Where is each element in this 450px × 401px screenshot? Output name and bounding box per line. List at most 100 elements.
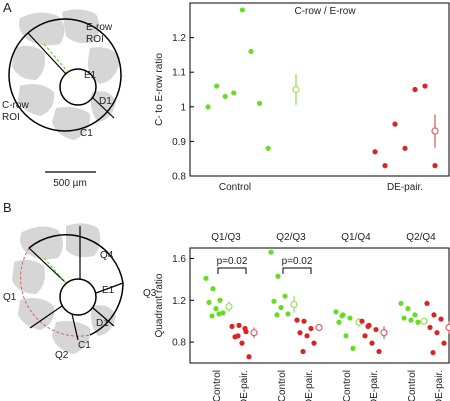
data-point (431, 312, 437, 318)
x-tick-label: DE-pair. (369, 370, 380, 401)
mean-marker (225, 302, 233, 311)
region-label: Q3 (143, 288, 157, 299)
diagram-a: E-row ROI C-row ROI E1 D1 C1 500 µm (2, 9, 122, 189)
data-point (213, 306, 219, 312)
data-point (405, 306, 411, 312)
data-point (206, 299, 212, 305)
mean-marker (292, 85, 300, 94)
data-point (236, 322, 242, 328)
data-point (365, 323, 371, 330)
x-tick-label: Control (342, 370, 353, 401)
y-tick-label: 1.1 (172, 68, 186, 79)
annotation: p=0.02 (282, 256, 313, 267)
data-point (235, 333, 241, 339)
roi-label: C-row (2, 100, 29, 111)
region-label: Q4 (100, 250, 114, 261)
mean-marker (250, 329, 258, 337)
x-tick-label: Control (277, 370, 288, 401)
x-tick-label: DE-pair. (239, 370, 250, 401)
x-tick-label: DE-pair. (387, 182, 423, 193)
y-axis-label: C- to E-row ratio (154, 53, 165, 126)
y-tick-label: 1.6 (172, 254, 186, 265)
data-point (422, 83, 428, 89)
region-label: D1 (96, 318, 109, 329)
data-point (432, 163, 438, 169)
data-point (246, 354, 252, 360)
data-point (398, 300, 404, 307)
mean-marker (315, 323, 323, 332)
data-point (265, 145, 271, 151)
data-point (282, 293, 288, 299)
x-tick-label: DE-pair. (304, 370, 315, 401)
data-point (217, 297, 223, 303)
data-point (441, 340, 447, 346)
data-point (248, 48, 254, 55)
y-tick-label: 0.8 (172, 338, 186, 349)
panel-label: B (3, 200, 12, 215)
region-label: C1 (80, 128, 93, 139)
data-point (369, 340, 375, 346)
data-point (285, 311, 291, 317)
data-point (268, 249, 274, 255)
data-point (300, 348, 306, 355)
data-point (415, 319, 421, 325)
data-point (229, 323, 235, 330)
data-point (239, 340, 245, 346)
panel-label: A (3, 0, 12, 15)
mean-marker (420, 317, 428, 325)
data-point (430, 349, 436, 356)
data-point (362, 333, 368, 339)
mean-marker (380, 329, 388, 337)
data-point (412, 312, 418, 318)
group-title: Q2/Q4 (406, 232, 436, 243)
data-point (347, 315, 353, 321)
data-point (434, 330, 440, 336)
data-point (278, 304, 284, 311)
data-point (376, 348, 382, 355)
data-point (372, 149, 378, 155)
scale-label: 500 µm (53, 178, 87, 189)
data-point (231, 90, 237, 96)
data-point (209, 313, 215, 319)
data-point (205, 104, 211, 110)
data-point (412, 86, 418, 93)
region-label: E1 (84, 70, 97, 81)
data-point (220, 310, 226, 316)
x-tick-label: Control (212, 370, 223, 401)
data-point (359, 318, 365, 324)
data-point (210, 286, 216, 292)
significance-bracket (217, 267, 247, 274)
data-point (350, 345, 356, 351)
roi-label: E-row (86, 22, 113, 33)
group-title: Q1/Q4 (341, 232, 371, 243)
plot-frame (189, 247, 450, 364)
data-point (304, 333, 310, 339)
region-label: E1 (102, 285, 115, 296)
data-point (438, 316, 444, 322)
region-label: Q2 (55, 350, 69, 361)
mean-marker (445, 323, 450, 332)
data-point (339, 313, 345, 319)
data-point (392, 121, 398, 127)
data-point (275, 273, 281, 279)
data-point (274, 312, 280, 318)
data-point (216, 311, 222, 317)
roi-label: ROI (2, 112, 20, 123)
data-point (424, 300, 430, 307)
plot-frame (189, 2, 450, 177)
data-point (271, 298, 277, 304)
group-title: Q1/Q3 (211, 232, 241, 243)
data-point (427, 324, 433, 331)
region-label: C1 (78, 340, 91, 351)
x-tick-label: DE-pair. (434, 370, 445, 401)
y-tick-label: 1.2 (172, 296, 186, 307)
data-point (297, 330, 303, 336)
data-point (308, 325, 314, 332)
data-point (343, 333, 349, 339)
roi-label: ROI (86, 34, 104, 45)
data-point (214, 83, 220, 89)
data-point (311, 340, 317, 346)
y-tick-label: 0.9 (172, 137, 186, 148)
significance-bracket (282, 267, 312, 274)
